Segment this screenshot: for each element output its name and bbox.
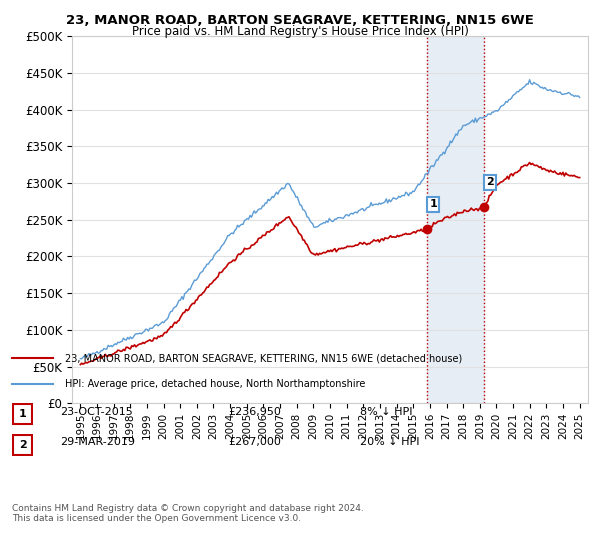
Text: 23, MANOR ROAD, BARTON SEAGRAVE, KETTERING, NN15 6WE (detached house): 23, MANOR ROAD, BARTON SEAGRAVE, KETTERI…: [65, 353, 462, 363]
Text: 20% ↓ HPI: 20% ↓ HPI: [360, 437, 419, 447]
Text: 23-OCT-2015: 23-OCT-2015: [60, 407, 133, 417]
Text: £236,950: £236,950: [228, 407, 281, 417]
Text: 29-MAR-2019: 29-MAR-2019: [60, 437, 135, 447]
Text: 2: 2: [486, 178, 494, 188]
Text: 23, MANOR ROAD, BARTON SEAGRAVE, KETTERING, NN15 6WE: 23, MANOR ROAD, BARTON SEAGRAVE, KETTERI…: [66, 14, 534, 27]
Text: Contains HM Land Registry data © Crown copyright and database right 2024.
This d: Contains HM Land Registry data © Crown c…: [12, 504, 364, 524]
Text: 8% ↓ HPI: 8% ↓ HPI: [360, 407, 413, 417]
Text: HPI: Average price, detached house, North Northamptonshire: HPI: Average price, detached house, Nort…: [65, 379, 365, 389]
Text: 2: 2: [19, 440, 26, 450]
Text: 1: 1: [429, 199, 437, 209]
Text: 1: 1: [19, 409, 26, 419]
Text: £267,000: £267,000: [228, 437, 281, 447]
Text: Price paid vs. HM Land Registry's House Price Index (HPI): Price paid vs. HM Land Registry's House …: [131, 25, 469, 38]
